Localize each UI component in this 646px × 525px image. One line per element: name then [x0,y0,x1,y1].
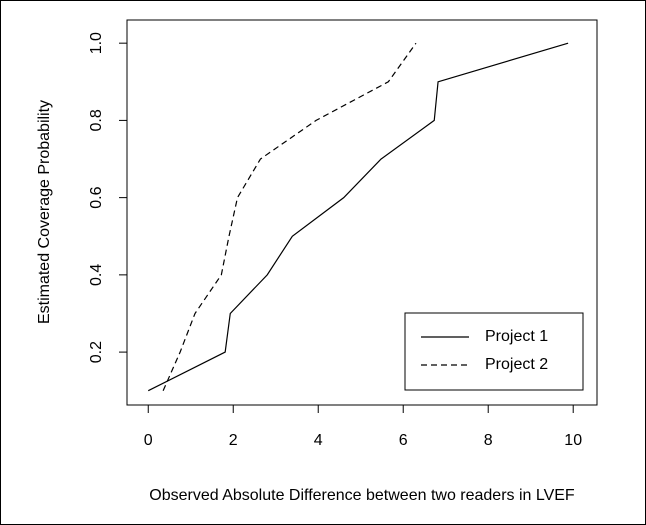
series-line [147,42,569,392]
y-tick-label: 0.8 [88,109,105,131]
x-tick-label: 10 [564,432,582,449]
x-tick-label: 8 [484,432,493,449]
x-axis-label: Observed Absolute Difference between two… [149,487,575,504]
x-tick-label: 6 [399,432,408,449]
legend-label: Project 2 [485,356,548,373]
legend-label: Project 1 [485,328,548,345]
y-axis-label: Estimated Coverage Probability [36,100,53,324]
x-tick-label: 0 [144,432,153,449]
y-tick-label: 0.4 [88,264,105,286]
series-line [162,42,417,391]
legend-box [404,312,584,391]
x-tick-label: 2 [229,432,238,449]
y-tick-label: 1.0 [88,32,105,54]
x-tick-label: 4 [314,432,323,449]
y-tick-label: 0.2 [88,341,105,363]
plot-box [126,19,598,406]
y-tick-label: 0.6 [88,186,105,208]
